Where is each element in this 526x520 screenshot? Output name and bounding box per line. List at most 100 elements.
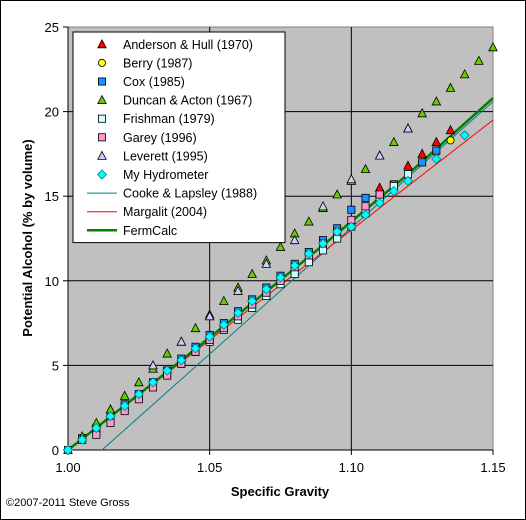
frishman-1979-point bbox=[304, 258, 313, 267]
x-tick-label: 1.15 bbox=[480, 460, 505, 475]
duncan-acton-1967-point bbox=[360, 163, 371, 174]
y-tick-label: 5 bbox=[52, 358, 59, 373]
anderson-hull-1970-point bbox=[445, 124, 456, 135]
leverett-1995-point bbox=[261, 258, 272, 268]
legend: Anderson & Hull (1970) Berry (1987) Cox (1… bbox=[72, 31, 286, 244]
garey-1996-legend-swatch bbox=[98, 133, 107, 142]
anderson-hull-1970-point bbox=[403, 160, 413, 170]
cox-1985-legend-swatch bbox=[98, 77, 107, 86]
duncan-acton-1967-point bbox=[190, 322, 201, 333]
leverett-1995-point bbox=[233, 285, 243, 295]
duncan-acton-1967-point bbox=[247, 268, 258, 278]
legend-label: Anderson & Hull (1970) bbox=[123, 38, 253, 52]
x-tick-label: 1.10 bbox=[339, 460, 364, 475]
x-axis-title: Specific Gravity bbox=[231, 484, 330, 499]
axis-ticks: 0 5 10 15 20 25 1.00 1.05 1.10 1.15 bbox=[45, 20, 506, 475]
legend-label: Cooke & Lapsley (1988) bbox=[123, 187, 257, 201]
cox-1985-point bbox=[432, 146, 441, 155]
duncan-acton-1967-point bbox=[417, 107, 428, 118]
my-hydrometer-point bbox=[147, 377, 159, 388]
leverett-1995-point bbox=[374, 150, 385, 160]
my-hydrometer-point bbox=[332, 226, 343, 237]
duncan-acton-1967-point bbox=[459, 69, 470, 79]
cox-1985-point bbox=[347, 205, 356, 214]
my-hydrometer-legend-swatch bbox=[96, 169, 108, 180]
legend-label: Margalit (2004) bbox=[123, 205, 207, 219]
anderson-hull-1970-point bbox=[431, 136, 442, 146]
my-hydrometer-point bbox=[232, 307, 244, 319]
y-tick-label: 25 bbox=[45, 20, 59, 35]
duncan-acton-1967-point bbox=[445, 82, 456, 92]
y-tick-label: 0 bbox=[52, 443, 59, 458]
copyright-text: ©2007-2011 Steve Gross bbox=[6, 497, 130, 509]
my-hydrometer-point bbox=[218, 319, 229, 330]
my-hydrometer-point bbox=[289, 260, 300, 271]
my-hydrometer-point bbox=[62, 444, 74, 456]
my-hydrometer-point bbox=[247, 296, 258, 307]
marker-series bbox=[62, 41, 498, 456]
duncan-acton-1967-point bbox=[488, 41, 498, 52]
my-hydrometer-point bbox=[346, 221, 357, 232]
garey-1996-point bbox=[375, 190, 384, 199]
x-tick-label: 1.00 bbox=[55, 460, 80, 475]
duncan-acton-1967-point bbox=[303, 216, 314, 226]
legend-label: Cox (1985) bbox=[123, 75, 185, 89]
duncan-acton-1967-point bbox=[162, 348, 173, 358]
leverett-1995-point bbox=[318, 200, 328, 211]
y-tick-label: 10 bbox=[45, 274, 59, 289]
duncan-acton-1967-point bbox=[388, 136, 399, 146]
anderson-hull-1970-point bbox=[417, 148, 428, 158]
cox-1985-point bbox=[418, 158, 427, 167]
my-hydrometer-point bbox=[388, 186, 399, 197]
duncan-acton-1967-legend-swatch bbox=[97, 94, 107, 104]
leverett-1995-point bbox=[403, 123, 413, 133]
legend-label: Frishman (1979) bbox=[123, 112, 215, 126]
garey-1996-point bbox=[361, 202, 370, 211]
legend-label: Duncan & Acton (1967) bbox=[123, 94, 252, 108]
my-hydrometer-point bbox=[402, 175, 414, 187]
my-hydrometer-point bbox=[431, 153, 442, 165]
legend-label: Leverett (1995) bbox=[123, 149, 208, 163]
my-hydrometer-point bbox=[105, 411, 116, 422]
anderson-hull-1970-legend-swatch bbox=[97, 38, 107, 49]
legend-label: My Hydrometer bbox=[123, 168, 208, 182]
my-hydrometer-point bbox=[77, 434, 88, 445]
frishman-1979-point bbox=[290, 270, 299, 279]
my-hydrometer-point bbox=[317, 238, 329, 249]
duncan-acton-1967-point bbox=[119, 390, 130, 400]
berry-1987-point bbox=[446, 136, 455, 145]
my-hydrometer-point bbox=[303, 248, 314, 259]
duncan-acton-1967-point bbox=[332, 189, 343, 199]
my-hydrometer-point bbox=[133, 389, 144, 400]
leverett-1995-point bbox=[204, 310, 215, 321]
my-hydrometer-point bbox=[275, 272, 286, 283]
berry-1987-legend-swatch bbox=[98, 58, 107, 67]
leverett-1995-legend-swatch bbox=[97, 150, 107, 160]
my-hydrometer-point bbox=[91, 422, 102, 434]
legend-label: Garey (1996) bbox=[123, 131, 197, 145]
my-hydrometer-point bbox=[459, 130, 470, 141]
y-tick-label: 20 bbox=[45, 105, 59, 120]
leverett-1995-point bbox=[176, 336, 187, 346]
leverett-1995-point bbox=[289, 234, 300, 245]
y-tick-label: 15 bbox=[45, 189, 59, 204]
duncan-acton-1967-point bbox=[473, 55, 484, 65]
leverett-1995-point bbox=[148, 360, 158, 370]
my-hydrometer-point bbox=[119, 400, 130, 412]
my-hydrometer-point bbox=[204, 331, 215, 342]
duncan-acton-1967-point bbox=[431, 96, 442, 106]
my-hydrometer-point bbox=[176, 355, 187, 366]
frishman-1979-legend-swatch bbox=[98, 114, 107, 123]
my-hydrometer-point bbox=[261, 284, 272, 295]
my-hydrometer-point bbox=[190, 343, 201, 354]
x-tick-label: 1.05 bbox=[197, 460, 222, 475]
y-axis-title: Potential Alcohol (% by volume) bbox=[20, 139, 35, 336]
my-hydrometer-point bbox=[360, 209, 371, 220]
my-hydrometer-point bbox=[374, 197, 385, 209]
cox-1985-point bbox=[361, 193, 370, 202]
duncan-acton-1967-point bbox=[275, 241, 286, 251]
leverett-1995-point bbox=[346, 173, 357, 184]
duncan-acton-1967-point bbox=[218, 295, 229, 306]
my-hydrometer-point bbox=[162, 365, 173, 376]
